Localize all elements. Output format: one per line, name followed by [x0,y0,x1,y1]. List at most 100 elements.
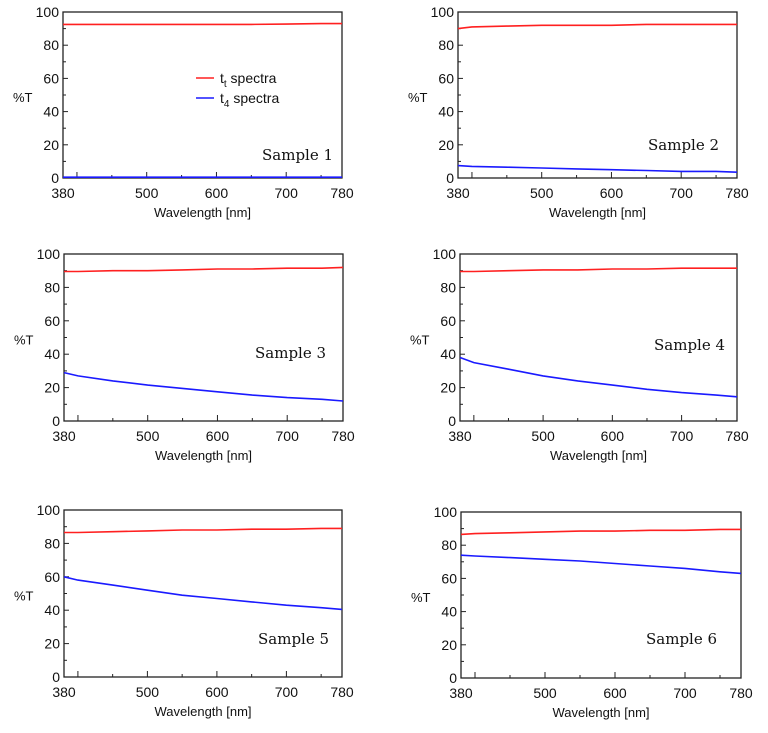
panel-6: 380 500 600 700 780 0 20 40 60 80 100 Wavelength [n… [411,504,753,720]
y-tick-label: 20 [440,380,456,396]
x-tick-label: 780 [330,684,354,700]
tt-spectra-line [63,22,342,26]
y-tick-label: 0 [51,170,59,186]
panel-5: 380 500 600 700 780 0 20 40 60 80 100 Wavelength [n… [14,502,354,719]
x-axis-label: Wavelength [nm] [155,448,252,463]
x-tick-label: 380 [446,185,470,201]
x-tick-label: 380 [52,428,76,444]
x-tick-label: 500 [136,428,160,444]
t4-spectra-line [459,356,738,398]
x-tick-label: 600 [206,428,230,444]
sample-label: Sample 3 [255,344,326,362]
y-tick-label: 60 [441,570,457,586]
y-tick-label: 20 [441,637,457,653]
y-tick-label: 80 [44,279,60,295]
x-tick-label: 380 [51,185,75,201]
y-tick-label: 40 [438,104,454,120]
sample-label: Sample 4 [654,336,725,354]
x-tick-label: 380 [449,685,473,701]
y-tick-label: 40 [44,602,60,618]
y-tick-label: 60 [440,313,456,329]
plot-frame [63,253,344,422]
y-tick-label: 100 [434,504,458,520]
y-tick-label: 20 [44,380,60,396]
t4-spectra-line [63,576,343,611]
x-tick-label: 500 [530,185,554,201]
y-tick-label: 0 [446,170,454,186]
x-tick-label: 780 [729,685,753,701]
x-tick-label: 780 [725,428,749,444]
y-tick-label: 80 [43,37,59,53]
x-tick-label: 380 [52,684,76,700]
plot-frame [460,511,742,679]
y-tick-label: 0 [52,669,60,685]
x-tick-label: 500 [136,684,160,700]
x-tick-label: 500 [533,685,557,701]
y-tick-label: 100 [431,4,455,20]
sample-label: Sample 2 [648,136,719,154]
legend-entry: tt spectra [220,70,277,90]
y-tick-label: 100 [37,502,61,518]
x-tick-label: 600 [205,684,229,700]
x-tick-label: 600 [205,185,229,201]
y-tick-label: 100 [433,246,457,262]
panel-4: 380 500 600 700 780 0 20 40 60 80 100 Wavelength [n… [410,246,749,463]
y-tick-label: 60 [43,70,59,86]
x-tick-label: 780 [331,428,355,444]
y-tick-label: 80 [438,37,454,53]
y-tick-label: 60 [44,313,60,329]
y-tick-label: 40 [43,104,59,120]
x-tick-label: 500 [531,428,555,444]
y-axis-label: %T [14,589,34,604]
x-tick-label: 780 [725,185,749,201]
y-tick-label: 0 [449,670,457,686]
x-axis-label: Wavelength [nm] [549,205,646,220]
x-tick-label: 700 [670,428,694,444]
t4-spectra-line [460,554,742,575]
sample-label: Sample 1 [262,146,333,164]
tt-spectra-line [457,23,737,30]
y-axis-label: %T [14,333,34,348]
y-tick-label: 20 [44,636,60,652]
tt-spectra-line [64,266,344,273]
x-axis-label: Wavelength [nm] [550,448,647,463]
y-tick-label: 20 [43,137,59,153]
y-tick-label: 80 [440,279,456,295]
y-tick-label: 0 [448,413,456,429]
y-tick-label: 100 [36,4,60,20]
x-axis-label: Wavelength [nm] [552,705,649,720]
y-tick-label: 60 [44,569,60,585]
panel-2: 380 500 600 700 780 0 20 40 60 80 100 Wavelength [n… [408,4,749,220]
tt-spectra-line [64,527,342,534]
x-tick-label: 500 [135,185,159,201]
y-tick-label: 40 [441,604,457,620]
plot-frame [62,11,343,179]
sample-label: Sample 5 [258,630,329,648]
plot-frame [457,11,738,179]
x-tick-label: 600 [600,185,624,201]
y-axis-label: %T [411,590,431,605]
x-tick-label: 700 [275,684,299,700]
y-tick-label: 20 [438,137,454,153]
x-tick-label: 600 [601,428,625,444]
plot-frame [63,509,343,678]
y-tick-label: 40 [440,346,456,362]
sample-label: Sample 6 [646,630,717,648]
y-axis-label: %T [410,333,430,348]
x-tick-label: 700 [670,185,694,201]
x-axis-label: Wavelength [nm] [154,205,251,220]
tt-spectra-line [460,267,737,273]
y-axis-label: %T [408,90,428,105]
x-tick-label: 380 [448,428,472,444]
y-tick-label: 0 [52,413,60,429]
x-tick-label: 600 [603,685,627,701]
x-axis-label: Wavelength [nm] [154,704,251,719]
y-tick-label: 80 [441,537,457,553]
legend-entry: t4 spectra [220,90,279,110]
y-tick-label: 60 [438,70,454,86]
t4-spectra-line [457,164,738,173]
y-tick-label: 100 [37,246,61,262]
x-tick-label: 700 [275,185,299,201]
